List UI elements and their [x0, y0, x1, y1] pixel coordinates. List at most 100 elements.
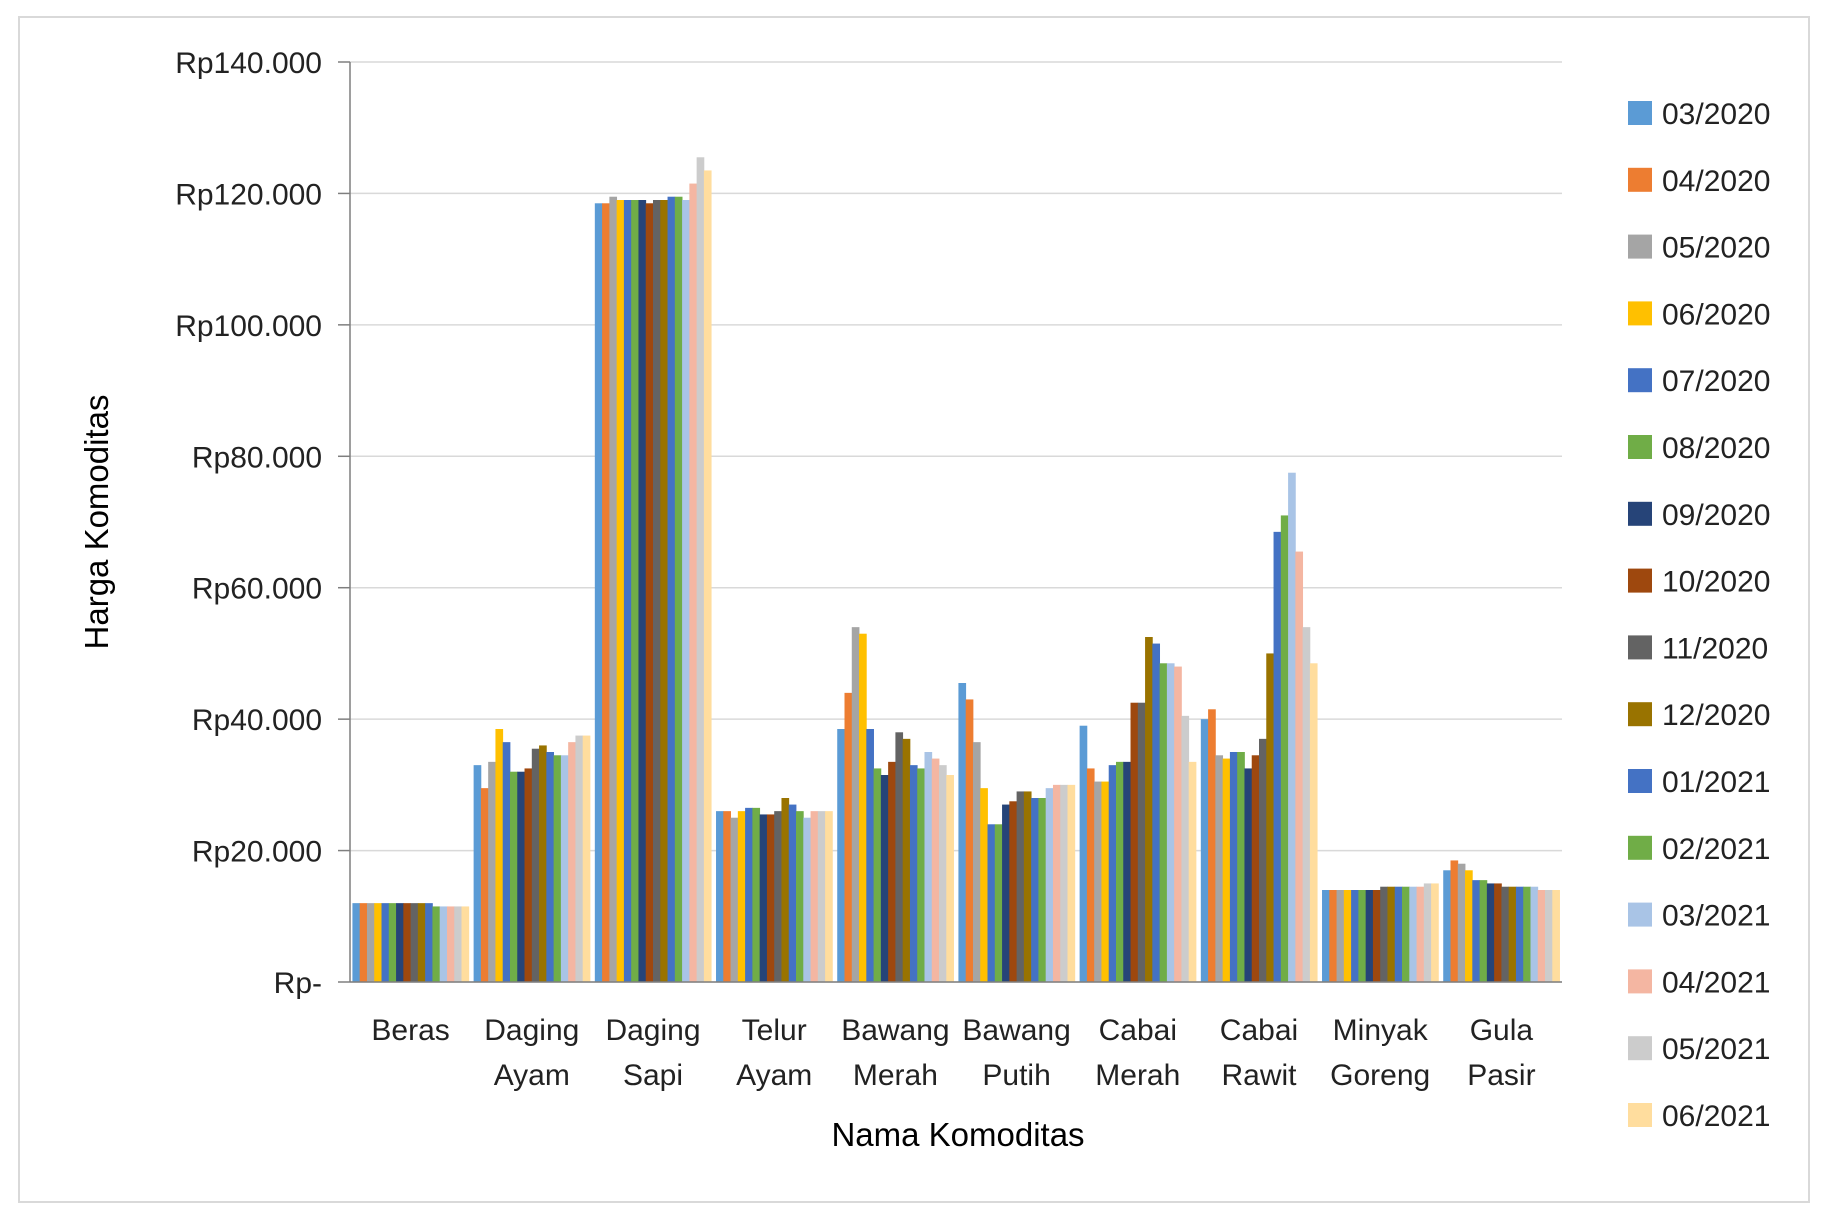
bar-10-2020-cat-1	[524, 768, 533, 982]
bar-06-2021-cat-2	[703, 170, 712, 982]
legend-swatch	[1628, 769, 1652, 793]
legend-swatch	[1628, 1103, 1652, 1127]
bar-07-2020-cat-0	[381, 903, 390, 982]
bar-09-2020-cat-8	[1365, 890, 1374, 982]
bar-02-2021-cat-5	[1038, 798, 1047, 982]
bar-04-2020-cat-7	[1208, 709, 1216, 982]
bar-03-2021-cat-2	[682, 200, 690, 982]
legend-label: 01/2021	[1662, 766, 1770, 799]
bar-03-2020-cat-3	[716, 811, 724, 982]
bar-04-2020-cat-0	[359, 903, 368, 982]
legend-swatch	[1628, 101, 1652, 125]
legend-label: 06/2021	[1662, 1100, 1770, 1133]
x-category-label: Telur	[742, 1014, 807, 1047]
bar-05-2021-cat-2	[696, 157, 705, 983]
bar-10-2020-cat-7	[1251, 755, 1260, 982]
bar-05-2021-cat-9	[1545, 890, 1553, 982]
legend-swatch	[1628, 167, 1652, 192]
bar-06-2021-cat-8	[1431, 883, 1439, 982]
bar-04-2021-cat-7	[1295, 551, 1304, 982]
legend-label: 11/2020	[1662, 632, 1768, 665]
bar-11-2020-cat-6	[1137, 702, 1146, 982]
bar-01-2021-cat-9	[1515, 886, 1524, 982]
bar-04-2021-cat-3	[810, 811, 819, 982]
bar-05-2020-cat-1	[488, 761, 496, 982]
bar-08-2020-cat-0	[388, 903, 397, 982]
legend-label: 04/2020	[1662, 165, 1770, 198]
bar-10-2020-cat-9	[1494, 883, 1502, 982]
bar-09-2020-cat-1	[517, 771, 525, 982]
bar-03-2021-cat-8	[1409, 886, 1417, 982]
legend-swatch	[1628, 568, 1652, 593]
bar-04-2021-cat-6	[1174, 666, 1182, 982]
bar-12-2020-cat-9	[1508, 886, 1517, 982]
x-category-label: Ayam	[736, 1059, 812, 1092]
legend-swatch	[1628, 501, 1652, 526]
bar-02-2021-cat-4	[917, 768, 925, 982]
bar-06-2021-cat-5	[1067, 784, 1076, 982]
bar-06-2020-cat-7	[1222, 758, 1231, 982]
bar-04-2021-cat-4	[931, 758, 940, 982]
legend-label: 07/2020	[1662, 365, 1770, 398]
bar-06-2020-cat-3	[737, 811, 746, 982]
bar-10-2020-cat-5	[1009, 801, 1017, 982]
bar-03-2020-cat-9	[1443, 870, 1451, 982]
bar-03-2021-cat-9	[1530, 886, 1539, 982]
bar-03-2021-cat-4	[924, 752, 933, 982]
bar-12-2020-cat-6	[1145, 637, 1153, 982]
bar-12-2020-cat-8	[1387, 886, 1396, 982]
bar-05-2021-cat-0	[454, 906, 462, 982]
bar-03-2020-cat-8	[1322, 890, 1330, 982]
bar-07-2020-cat-1	[502, 742, 511, 982]
bar-04-2020-cat-4	[844, 692, 853, 982]
chart-frame	[18, 16, 1810, 1203]
bar-02-2021-cat-3	[796, 811, 804, 982]
bar-12-2020-cat-4	[902, 738, 911, 982]
bar-11-2020-cat-2	[653, 200, 661, 982]
bar-06-2021-cat-4	[946, 775, 954, 982]
bar-01-2021-cat-5	[1031, 798, 1039, 982]
bar-05-2020-cat-0	[366, 903, 375, 982]
bar-09-2020-cat-9	[1486, 883, 1495, 982]
legend-label: 09/2020	[1662, 499, 1770, 532]
bar-06-2021-cat-1	[582, 735, 591, 982]
bar-12-2020-cat-7	[1266, 653, 1274, 982]
y-axis-title: Harga Komoditas	[78, 395, 115, 650]
bar-09-2020-cat-6	[1123, 761, 1131, 982]
bar-12-2020-cat-0	[417, 903, 426, 982]
bar-03-2020-cat-5	[958, 683, 967, 982]
legend-swatch	[1628, 368, 1652, 393]
x-category-label: Rawit	[1221, 1059, 1297, 1092]
bar-06-2021-cat-9	[1552, 890, 1560, 982]
bar-03-2020-cat-7	[1200, 719, 1209, 982]
x-category-label: Bawang	[841, 1014, 949, 1047]
bar-10-2020-cat-3	[766, 814, 775, 982]
legend-swatch	[1628, 635, 1652, 660]
bar-05-2021-cat-5	[1060, 784, 1068, 982]
bar-03-2020-cat-2	[594, 203, 603, 983]
bar-08-2020-cat-5	[994, 824, 1003, 982]
x-category-label: Daging	[605, 1014, 700, 1047]
bar-03-2021-cat-5	[1045, 788, 1054, 982]
bar-05-2020-cat-8	[1336, 890, 1345, 982]
bar-05-2020-cat-5	[972, 742, 981, 982]
x-category-label: Pasir	[1467, 1059, 1535, 1092]
bar-06-2020-cat-9	[1465, 870, 1473, 982]
x-category-label: Merah	[1095, 1059, 1180, 1092]
bar-12-2020-cat-5	[1023, 791, 1032, 982]
bar-01-2021-cat-6	[1152, 643, 1161, 982]
bar-07-2020-cat-8	[1351, 890, 1359, 982]
legend-swatch	[1628, 301, 1652, 326]
bar-04-2021-cat-8	[1416, 886, 1425, 982]
bar-11-2020-cat-5	[1016, 791, 1025, 982]
bar-09-2020-cat-4	[880, 775, 889, 982]
x-category-label: Beras	[371, 1014, 449, 1047]
bar-09-2020-cat-0	[396, 903, 404, 982]
bar-05-2020-cat-6	[1094, 781, 1102, 982]
bar-08-2020-cat-4	[873, 768, 882, 982]
bar-02-2021-cat-1	[553, 755, 562, 982]
bar-11-2020-cat-4	[895, 732, 904, 982]
x-category-label: Goreng	[1330, 1059, 1430, 1092]
bar-01-2021-cat-7	[1273, 531, 1282, 982]
legend-swatch	[1628, 702, 1652, 727]
